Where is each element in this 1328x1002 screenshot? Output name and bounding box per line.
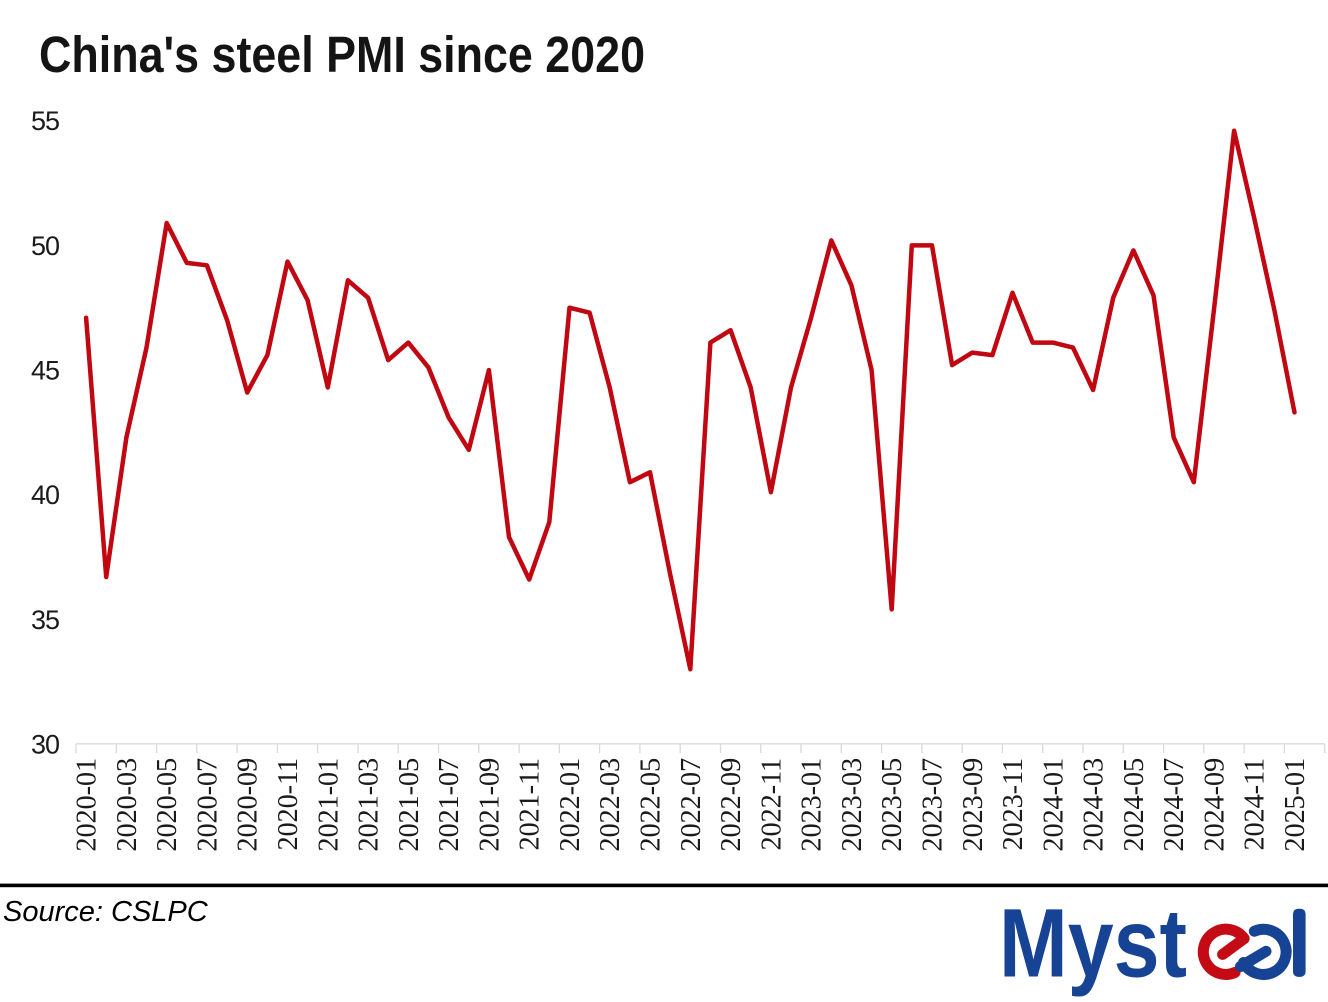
svg-text:40: 40 <box>31 480 59 510</box>
svg-text:Source: CSLPC: Source: CSLPC <box>3 896 209 928</box>
svg-text:2024-11: 2024-11 <box>1240 758 1271 851</box>
svg-text:2022-09: 2022-09 <box>716 758 747 852</box>
svg-text:2020-05: 2020-05 <box>152 758 183 852</box>
svg-text:2025-01: 2025-01 <box>1280 758 1311 852</box>
svg-text:2021-07: 2021-07 <box>434 758 465 852</box>
svg-text:2021-09: 2021-09 <box>474 758 505 852</box>
svg-text:2023-01: 2023-01 <box>797 758 828 852</box>
svg-text:2023-11: 2023-11 <box>998 758 1029 851</box>
svg-text:2022-05: 2022-05 <box>636 758 667 852</box>
svg-text:2021-05: 2021-05 <box>394 758 425 852</box>
svg-text:2020-03: 2020-03 <box>112 758 143 852</box>
svg-text:45: 45 <box>31 356 59 386</box>
svg-text:35: 35 <box>31 605 59 635</box>
svg-text:2021-03: 2021-03 <box>354 758 385 852</box>
svg-text:2020-01: 2020-01 <box>72 758 103 852</box>
svg-text:2022-11: 2022-11 <box>756 758 787 851</box>
svg-text:2022-03: 2022-03 <box>595 758 626 852</box>
svg-text:2023-05: 2023-05 <box>877 758 908 852</box>
svg-text:2024-01: 2024-01 <box>1038 758 1069 852</box>
svg-text:2022-07: 2022-07 <box>676 758 707 852</box>
svg-text:2021-11: 2021-11 <box>515 758 546 851</box>
svg-text:2021-01: 2021-01 <box>313 758 344 852</box>
svg-text:2020-07: 2020-07 <box>192 758 223 852</box>
svg-text:2020-09: 2020-09 <box>233 758 264 852</box>
svg-text:2023-03: 2023-03 <box>837 758 868 852</box>
svg-text:2023-09: 2023-09 <box>958 758 989 852</box>
svg-text:2024-03: 2024-03 <box>1079 758 1110 852</box>
svg-text:2024-05: 2024-05 <box>1119 758 1150 852</box>
svg-text:50: 50 <box>31 231 59 261</box>
svg-text:2020-11: 2020-11 <box>273 758 304 851</box>
svg-text:55: 55 <box>31 106 59 136</box>
svg-text:30: 30 <box>31 730 59 760</box>
svg-text:2022-01: 2022-01 <box>555 758 586 852</box>
svg-text:2023-07: 2023-07 <box>918 758 949 852</box>
svg-text:2024-09: 2024-09 <box>1199 758 1230 852</box>
svg-text:2024-07: 2024-07 <box>1159 758 1190 852</box>
svg-text:Myst: Myst <box>999 889 1187 998</box>
svg-text:China's steel PMI since 2020: China's steel PMI since 2020 <box>39 26 645 83</box>
